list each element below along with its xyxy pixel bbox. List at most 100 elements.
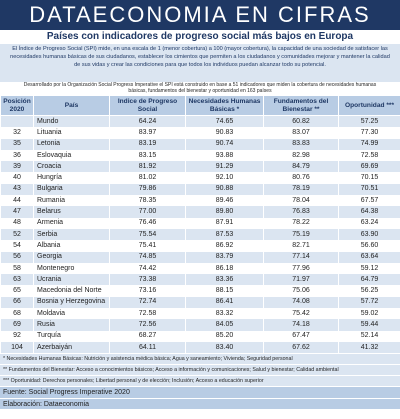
value-cell: 83.40 bbox=[185, 341, 264, 354]
value-cell: 68.27 bbox=[109, 330, 186, 342]
note-text: Desarrollado por la Organización Social … bbox=[23, 82, 377, 95]
value-cell: 72.58 bbox=[109, 308, 186, 320]
value-cell: 74.08 bbox=[263, 296, 339, 309]
country-cell: Rumania bbox=[33, 195, 110, 207]
footnotes: * Necesidades Humanas Básicas: Nutrición… bbox=[0, 353, 400, 387]
column-header: Posición 2020 bbox=[0, 95, 34, 116]
value-cell: 77.30 bbox=[338, 127, 400, 139]
credit: Elaboración: Dataeconomia bbox=[0, 397, 400, 410]
value-cell: 89.46 bbox=[185, 195, 264, 207]
subtitle: Países con indicadores de progreso socia… bbox=[46, 31, 354, 42]
value-cell: 83.07 bbox=[263, 127, 339, 139]
value-cell: 39 bbox=[0, 161, 34, 173]
value-cell: 83.19 bbox=[109, 138, 186, 150]
value-cell: 80.76 bbox=[263, 172, 339, 184]
value-cell: 73.16 bbox=[109, 285, 186, 297]
table-row: 48 Armenia 76.46 87.91 78.22 63.24 bbox=[0, 217, 400, 229]
table-row: 63 Ucrania 73.38 83.36 71.97 64.79 bbox=[0, 274, 400, 286]
country-cell: Albania bbox=[33, 240, 110, 252]
value-cell: 56.25 bbox=[338, 285, 400, 297]
value-cell: 89.80 bbox=[185, 206, 264, 218]
table-row: 69 Rusia 72.56 84.05 74.18 59.44 bbox=[0, 319, 400, 331]
value-cell: 83.83 bbox=[263, 138, 339, 150]
column-header: Indice de Progreso Social bbox=[109, 95, 186, 116]
value-cell: 63.90 bbox=[338, 228, 400, 241]
value-cell: 91.29 bbox=[185, 161, 264, 173]
value-cell: 77.00 bbox=[109, 206, 186, 218]
country-cell: Macedonia del Norte bbox=[33, 285, 110, 297]
column-header: País bbox=[33, 95, 110, 116]
banner-title: DATAECONOMIA EN CIFRAS bbox=[0, 0, 400, 30]
country-cell: Turquía bbox=[33, 330, 110, 342]
value-cell: 63.64 bbox=[338, 251, 400, 263]
value-cell: 68 bbox=[0, 308, 34, 320]
value-cell: 72.56 bbox=[109, 319, 186, 331]
value-cell: 76.46 bbox=[109, 217, 186, 229]
value-cell: 92.10 bbox=[185, 172, 264, 184]
value-cell: 43 bbox=[0, 183, 34, 196]
table-row: 92 Turquía 68.27 85.20 67.47 52.14 bbox=[0, 330, 400, 342]
column-header: Necesidades Humanas Básicas * bbox=[185, 95, 264, 116]
country-cell: Georgia bbox=[33, 251, 110, 263]
country-cell: Lituania bbox=[33, 127, 110, 139]
value-cell: 66 bbox=[0, 296, 34, 309]
value-cell: 75.42 bbox=[263, 308, 339, 320]
value-cell: 90.83 bbox=[185, 127, 264, 139]
country-cell: Ucrania bbox=[33, 274, 110, 286]
value-cell: 74.85 bbox=[109, 251, 186, 263]
value-cell: 78.35 bbox=[109, 195, 186, 207]
table-row: Mundo 64.24 74.65 60.82 57.25 bbox=[0, 115, 400, 128]
value-cell: 81.02 bbox=[109, 172, 186, 184]
country-cell: Mundo bbox=[33, 115, 110, 128]
value-cell: 104 bbox=[0, 341, 34, 354]
value-cell: 76.83 bbox=[263, 206, 339, 218]
value-cell: 83.79 bbox=[185, 251, 264, 263]
value-cell: 63.24 bbox=[338, 217, 400, 229]
value-cell: 32 bbox=[0, 127, 34, 139]
country-cell: Serbia bbox=[33, 228, 110, 241]
intro-text: El Índice de Progreso Social (SPI) mide,… bbox=[0, 44, 400, 82]
table-row: 66 Bosnia y Herzegovina 72.74 86.41 74.08 57.… bbox=[0, 296, 400, 309]
table-row: 47 Belarus 77.00 89.80 76.83 64.38 bbox=[0, 206, 400, 218]
table-row: 40 Hungría 81.02 92.10 80.76 70.15 bbox=[0, 172, 400, 184]
value-cell: 57.25 bbox=[338, 115, 400, 128]
value-cell: 71.97 bbox=[263, 274, 339, 286]
country-cell: Montenegro bbox=[33, 262, 110, 275]
value-cell: 67.47 bbox=[263, 330, 339, 342]
value-cell: 54 bbox=[0, 240, 34, 252]
value-cell: 75.06 bbox=[263, 285, 339, 297]
footnote: *** Oportunidad: Derechos personales; Li… bbox=[0, 375, 400, 387]
country-cell: Bulgaria bbox=[33, 183, 110, 196]
value-cell: 52.14 bbox=[338, 330, 400, 342]
value-cell: 83.36 bbox=[185, 274, 264, 286]
footnote: * Necesidades Humanas Básicas: Nutrición… bbox=[0, 353, 400, 365]
value-cell: 44 bbox=[0, 195, 34, 207]
value-cell: 65 bbox=[0, 285, 34, 297]
value-cell: 74.99 bbox=[338, 138, 400, 150]
value-cell: 56 bbox=[0, 251, 34, 263]
table-body: Mundo 64.24 74.65 60.82 57.25 32 Lituania 83.97… bbox=[0, 115, 400, 354]
value-cell: 59.44 bbox=[338, 319, 400, 331]
value-cell: 47 bbox=[0, 206, 34, 218]
country-cell: Eslovaquia bbox=[33, 149, 110, 162]
country-cell: Moldavia bbox=[33, 308, 110, 320]
data-table: Posición 2020 País Indice de Progreso Soci… bbox=[0, 95, 400, 354]
value-cell: 48 bbox=[0, 217, 34, 229]
value-cell bbox=[0, 115, 34, 128]
table-row: 35 Letonia 83.19 90.74 83.83 74.99 bbox=[0, 138, 400, 150]
value-cell: 78.04 bbox=[263, 195, 339, 207]
value-cell: 57.72 bbox=[338, 296, 400, 309]
table-row: 68 Moldavia 72.58 83.32 75.42 59.02 bbox=[0, 308, 400, 320]
value-cell: 84.79 bbox=[263, 161, 339, 173]
country-cell: Rusia bbox=[33, 319, 110, 331]
country-cell: Hungría bbox=[33, 172, 110, 184]
value-cell: 74.18 bbox=[263, 319, 339, 331]
value-cell: 77.96 bbox=[263, 262, 339, 275]
value-cell: 67.57 bbox=[338, 195, 400, 207]
value-cell: 79.86 bbox=[109, 183, 186, 196]
value-cell: 85.20 bbox=[185, 330, 264, 342]
value-cell: 93.88 bbox=[185, 149, 264, 162]
value-cell: 82.98 bbox=[263, 149, 339, 162]
